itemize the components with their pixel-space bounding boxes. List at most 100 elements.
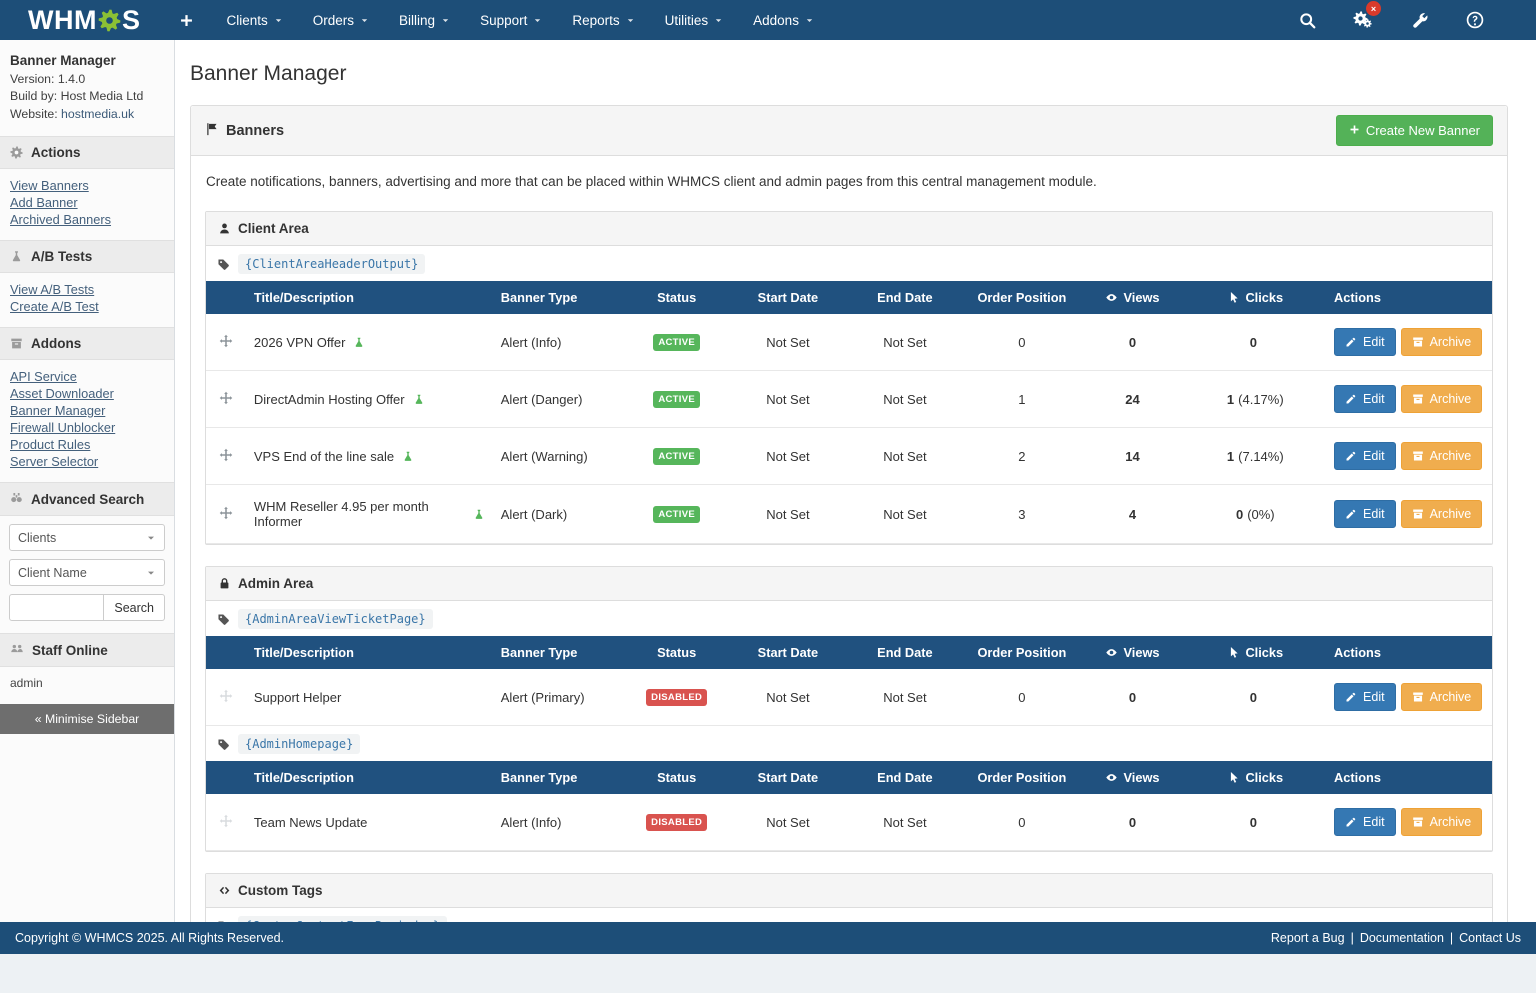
clicks-cell: 0 xyxy=(1184,794,1327,851)
edit-button[interactable]: Edit xyxy=(1334,385,1396,413)
search-type-select[interactable]: Clients xyxy=(9,524,165,552)
search-icon[interactable] xyxy=(1299,12,1316,29)
drag-handle-cell[interactable] xyxy=(206,370,246,428)
edit-button[interactable]: Edit xyxy=(1334,500,1396,528)
archive-button[interactable]: Archive xyxy=(1400,385,1483,413)
footer-link-contact-us[interactable]: Contact Us xyxy=(1459,931,1521,945)
caret-down-icon xyxy=(275,18,281,22)
move-icon xyxy=(219,448,233,461)
banner-title: Team News Update xyxy=(253,814,368,830)
sidebar-link-product-rules[interactable]: Product Rules xyxy=(10,437,91,453)
plus-icon xyxy=(1350,125,1359,134)
flask-icon xyxy=(12,251,21,262)
cursor-icon xyxy=(1231,291,1239,303)
drag-handle-cell xyxy=(206,669,246,726)
binoculars-icon xyxy=(11,493,22,503)
help-glyph xyxy=(1466,11,1484,29)
nav-item-addons[interactable]: Addons xyxy=(738,0,829,40)
start-date: Not Set xyxy=(729,669,847,726)
order-position: 3 xyxy=(963,484,1081,544)
footer-link-documentation[interactable]: Documentation xyxy=(1359,931,1444,945)
sidebar-link-view-a-b-tests[interactable]: View A/B Tests xyxy=(10,282,95,298)
column-header: Clicks xyxy=(1184,636,1327,669)
nav-item-orders[interactable]: Orders xyxy=(298,0,384,40)
column-header: Actions xyxy=(1326,761,1492,794)
banner-type: Alert (Danger) xyxy=(492,370,624,428)
column-header: Title/Description xyxy=(245,281,493,314)
sidebar-link-create-a-b-test[interactable]: Create A/B Test xyxy=(10,299,99,315)
banner-row: 2026 VPN Offer Alert (Info) ACTIVE Not Set N… xyxy=(206,314,1492,371)
sidebar-link-banner-manager[interactable]: Banner Manager xyxy=(10,403,106,419)
banners-panel: Banners Create New Banner Create notific… xyxy=(190,105,1508,922)
edit-pencil-icon xyxy=(1346,394,1356,404)
banner-row: VPS End of the line sale Alert (Warning) A… xyxy=(206,427,1492,485)
sidebar-section-header-a-b-tests: A/B Tests xyxy=(0,240,174,274)
module-build-by: Build by: Host Media Ltd xyxy=(10,89,144,104)
edit-button[interactable]: Edit xyxy=(1334,683,1396,711)
drag-handle-cell[interactable] xyxy=(206,314,246,371)
whmcs-logo[interactable]: WHM S xyxy=(28,5,141,36)
banner-row: WHM Reseller 4.95 per month Informer Aler… xyxy=(206,484,1492,544)
nav-item-billing[interactable]: Billing xyxy=(384,0,465,40)
archive-button[interactable]: Archive xyxy=(1400,328,1483,356)
system-settings-wrench-icon[interactable] xyxy=(1412,12,1429,29)
archive-button[interactable]: Archive xyxy=(1400,500,1483,528)
drag-handle-cell[interactable] xyxy=(206,427,246,485)
notification-badge: × xyxy=(1366,1,1381,16)
sidebar-link-server-selector[interactable]: Server Selector xyxy=(10,454,99,470)
actions-cell: Edit Archive xyxy=(1326,794,1492,851)
actions-cell: Edit Archive xyxy=(1326,314,1492,371)
end-date: Not Set xyxy=(846,427,964,485)
nav-item-utilities[interactable]: Utilities xyxy=(650,0,739,40)
create-new-banner-button[interactable]: Create New Banner xyxy=(1335,115,1493,146)
footer-link-report-a-bug[interactable]: Report a Bug xyxy=(1270,931,1345,945)
minimise-sidebar-button[interactable]: « Minimise Sidebar xyxy=(0,704,174,735)
nav-item-clients[interactable]: Clients xyxy=(212,0,298,40)
sidebar-link-asset-downloader[interactable]: Asset Downloader xyxy=(10,386,114,402)
column-header: Order Position xyxy=(963,281,1081,314)
nav-item-reports[interactable]: Reports xyxy=(557,0,649,40)
column-header: Banner Type xyxy=(492,761,624,794)
archive-button[interactable]: Archive xyxy=(1400,442,1483,470)
archive-button[interactable]: Archive xyxy=(1400,808,1483,836)
sidebar-link-api-service[interactable]: API Service xyxy=(10,369,77,385)
start-date: Not Set xyxy=(729,794,847,851)
move-icon xyxy=(219,506,233,519)
sidebar-link-firewall-unblocker[interactable]: Firewall Unblocker xyxy=(10,420,116,436)
archive-box-icon xyxy=(1412,692,1423,702)
banner-type: Alert (Primary) xyxy=(492,669,624,726)
tag-icon xyxy=(218,920,225,922)
module-website-link[interactable]: hostmedia.uk xyxy=(61,107,135,122)
sidebar-link-archived-banners[interactable]: Archived Banners xyxy=(10,212,112,228)
gear-small-icon xyxy=(1363,19,1372,28)
user-icon xyxy=(220,223,229,234)
module-title: Banner Manager xyxy=(10,53,116,68)
edit-pencil-icon xyxy=(1346,817,1356,827)
advanced-search-body: Clients Client Name Search xyxy=(0,516,174,633)
sidebar-link-view-banners[interactable]: View Banners xyxy=(10,178,89,194)
drag-handle-cell[interactable] xyxy=(206,484,246,544)
start-date: Not Set xyxy=(729,484,847,544)
advanced-search-header: Advanced Search xyxy=(0,482,174,517)
page-title: Banner Manager xyxy=(190,62,347,85)
quick-add-button[interactable] xyxy=(179,13,194,28)
clicks-cell: 1 (7.14%) xyxy=(1184,427,1327,485)
footer-link-separator: | xyxy=(1350,931,1354,945)
edit-button[interactable]: Edit xyxy=(1334,442,1396,470)
column-header: Status xyxy=(623,761,730,794)
footer-copyright: Copyright © WHMCS 2025. All Rights Reser… xyxy=(15,931,285,945)
sidebar-link-add-banner[interactable]: Add Banner xyxy=(10,195,78,211)
end-date: Not Set xyxy=(846,669,964,726)
nav-item-support[interactable]: Support xyxy=(465,0,557,40)
search-input[interactable] xyxy=(9,594,105,622)
search-field-select[interactable]: Client Name xyxy=(9,559,165,587)
template-tag: {AdminHomepage} xyxy=(238,734,361,754)
search-button[interactable]: Search xyxy=(104,594,165,622)
archive-button[interactable]: Archive xyxy=(1400,683,1483,711)
edit-button[interactable]: Edit xyxy=(1334,808,1396,836)
views-count: 24 xyxy=(1080,370,1185,428)
ab-test-flask-icon xyxy=(415,394,422,404)
help-icon[interactable] xyxy=(1466,11,1484,29)
automation-status-icon[interactable]: × xyxy=(1353,1,1381,30)
edit-button[interactable]: Edit xyxy=(1334,328,1396,356)
